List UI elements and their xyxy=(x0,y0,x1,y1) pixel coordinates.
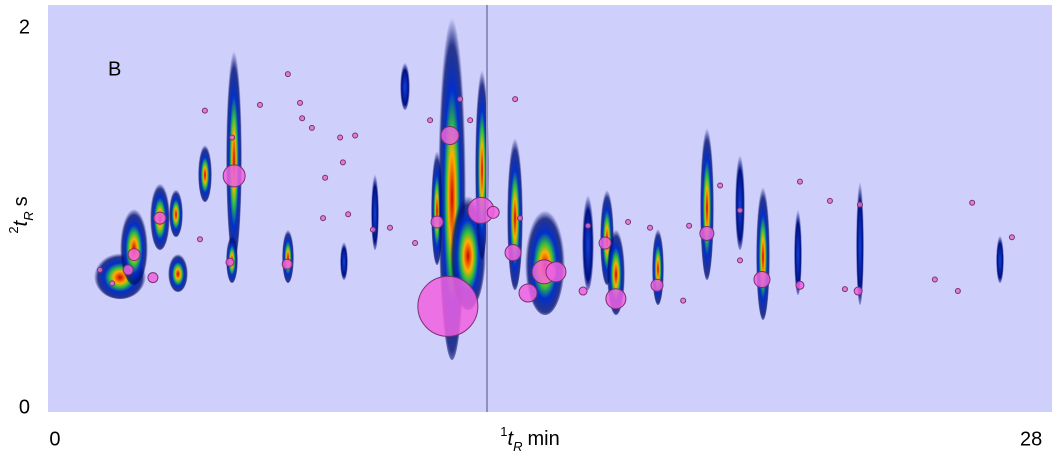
peak-contour xyxy=(794,205,802,295)
axis-label-unit: min xyxy=(527,428,559,450)
peak-bubble xyxy=(417,275,479,337)
peak-contour xyxy=(700,120,714,280)
peak-bubble xyxy=(504,244,522,262)
peak-bubble xyxy=(969,199,976,206)
peak-bubble xyxy=(229,134,236,141)
peak-contour xyxy=(652,225,664,305)
y-tick-label: 0 xyxy=(19,396,30,418)
peak-bubble xyxy=(796,178,803,185)
peak-bubble xyxy=(308,124,315,131)
peak-bubble xyxy=(545,261,567,283)
peak-bubble xyxy=(625,218,632,225)
peak-bubble xyxy=(736,207,743,214)
peak-bubble xyxy=(352,132,359,139)
peak-bubble xyxy=(931,276,938,283)
peak-bubble xyxy=(605,288,627,310)
peak-bubble xyxy=(225,257,235,267)
peak-bubble xyxy=(826,197,833,204)
peak-bubble xyxy=(201,107,208,114)
peak-contour xyxy=(856,175,864,305)
peak-contour xyxy=(507,130,523,290)
x-tick-label: 0 xyxy=(49,428,60,450)
peak-contour xyxy=(756,180,770,320)
peak-contour xyxy=(340,240,348,280)
peak-contour xyxy=(400,60,410,110)
peak-contour xyxy=(169,187,183,237)
peak-bubble xyxy=(222,164,246,188)
peak-bubble xyxy=(467,117,474,124)
peak-bubble xyxy=(457,96,464,103)
peak-bubble xyxy=(736,257,743,264)
peak-bubble xyxy=(339,159,346,166)
peak-bubble xyxy=(440,126,460,146)
panel-label: B xyxy=(108,58,121,80)
peak-bubble xyxy=(954,288,961,295)
peak-bubble xyxy=(322,174,329,181)
peak-bubble xyxy=(856,201,863,208)
peak-bubble xyxy=(578,286,588,296)
peak-bubble xyxy=(297,99,304,106)
y-axis-label: 2tRs xyxy=(6,196,36,233)
peak-bubble xyxy=(430,215,444,229)
peak-bubble xyxy=(753,271,771,289)
peak-bubble xyxy=(841,286,848,293)
peak-bubble xyxy=(517,215,524,222)
peak-contour xyxy=(582,190,594,290)
axis-label-sub: R xyxy=(21,211,36,220)
peak-bubble xyxy=(320,215,327,222)
peak-bubble xyxy=(127,248,141,262)
series xyxy=(96,71,1015,304)
peak-bubble xyxy=(96,266,103,273)
peak-bubble xyxy=(853,286,863,296)
peak-contour xyxy=(735,150,745,250)
peak-bubble xyxy=(196,236,203,243)
peak-bubble xyxy=(795,280,805,290)
peak-contour xyxy=(282,227,294,283)
peak-bubble xyxy=(337,134,344,141)
peak-bubble xyxy=(647,224,654,231)
peak-bubble xyxy=(153,211,167,225)
peak-bubble xyxy=(427,117,434,124)
peak-bubble xyxy=(1008,234,1015,241)
peak-contour xyxy=(226,40,242,260)
peak-bubble xyxy=(369,226,376,233)
x-axis-label: 1tR min xyxy=(500,424,559,454)
axis-label-unit: s xyxy=(10,196,32,206)
peak-bubble xyxy=(699,225,715,241)
peak-contour xyxy=(226,233,238,283)
peak-bubble xyxy=(281,258,293,270)
peak-bubble xyxy=(256,101,263,108)
peak-contour xyxy=(996,233,1004,283)
peak-bubble xyxy=(486,205,500,219)
peak-contour xyxy=(198,142,212,202)
peak-contour xyxy=(168,252,188,292)
axis-label-sup: 1 xyxy=(500,424,507,439)
peak-bubble xyxy=(518,283,538,303)
peak-bubble xyxy=(680,297,687,304)
peak-contour xyxy=(371,170,379,250)
peak-bubble xyxy=(598,236,612,250)
peak-bubble xyxy=(512,96,519,103)
series xyxy=(122,126,863,337)
axis-label-sub: R xyxy=(513,439,522,454)
peak-bubble xyxy=(299,115,306,122)
peak-bubble xyxy=(345,211,352,218)
peak-bubble xyxy=(584,222,591,229)
peak-bubble xyxy=(109,280,116,287)
peak-bubble xyxy=(147,272,159,284)
x-tick-label: 28 xyxy=(1020,428,1042,450)
axis-label-base: t xyxy=(508,428,515,450)
peak-bubble xyxy=(122,264,134,276)
peak-bubble xyxy=(686,222,693,229)
axis-label-sup: 2 xyxy=(6,226,21,233)
axis-label-base: t xyxy=(10,219,32,226)
peak-bubble xyxy=(386,224,393,231)
y-tick-label: 2 xyxy=(19,16,30,38)
peak-bubble xyxy=(284,71,291,78)
peak-bubble xyxy=(650,278,664,292)
peak-bubble xyxy=(717,182,724,189)
peak-bubble xyxy=(412,240,419,247)
